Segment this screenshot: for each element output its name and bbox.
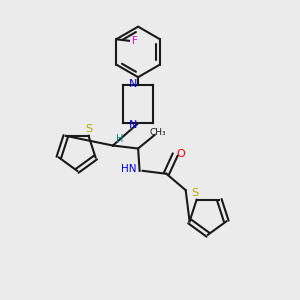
Text: S: S xyxy=(85,124,92,134)
Text: N: N xyxy=(129,79,137,89)
Text: F: F xyxy=(132,36,138,46)
Text: O: O xyxy=(176,148,185,159)
Text: S: S xyxy=(191,188,198,198)
Text: HN: HN xyxy=(122,164,137,174)
Text: H: H xyxy=(116,134,123,144)
Text: CH₃: CH₃ xyxy=(149,128,166,137)
Text: N: N xyxy=(129,120,137,130)
